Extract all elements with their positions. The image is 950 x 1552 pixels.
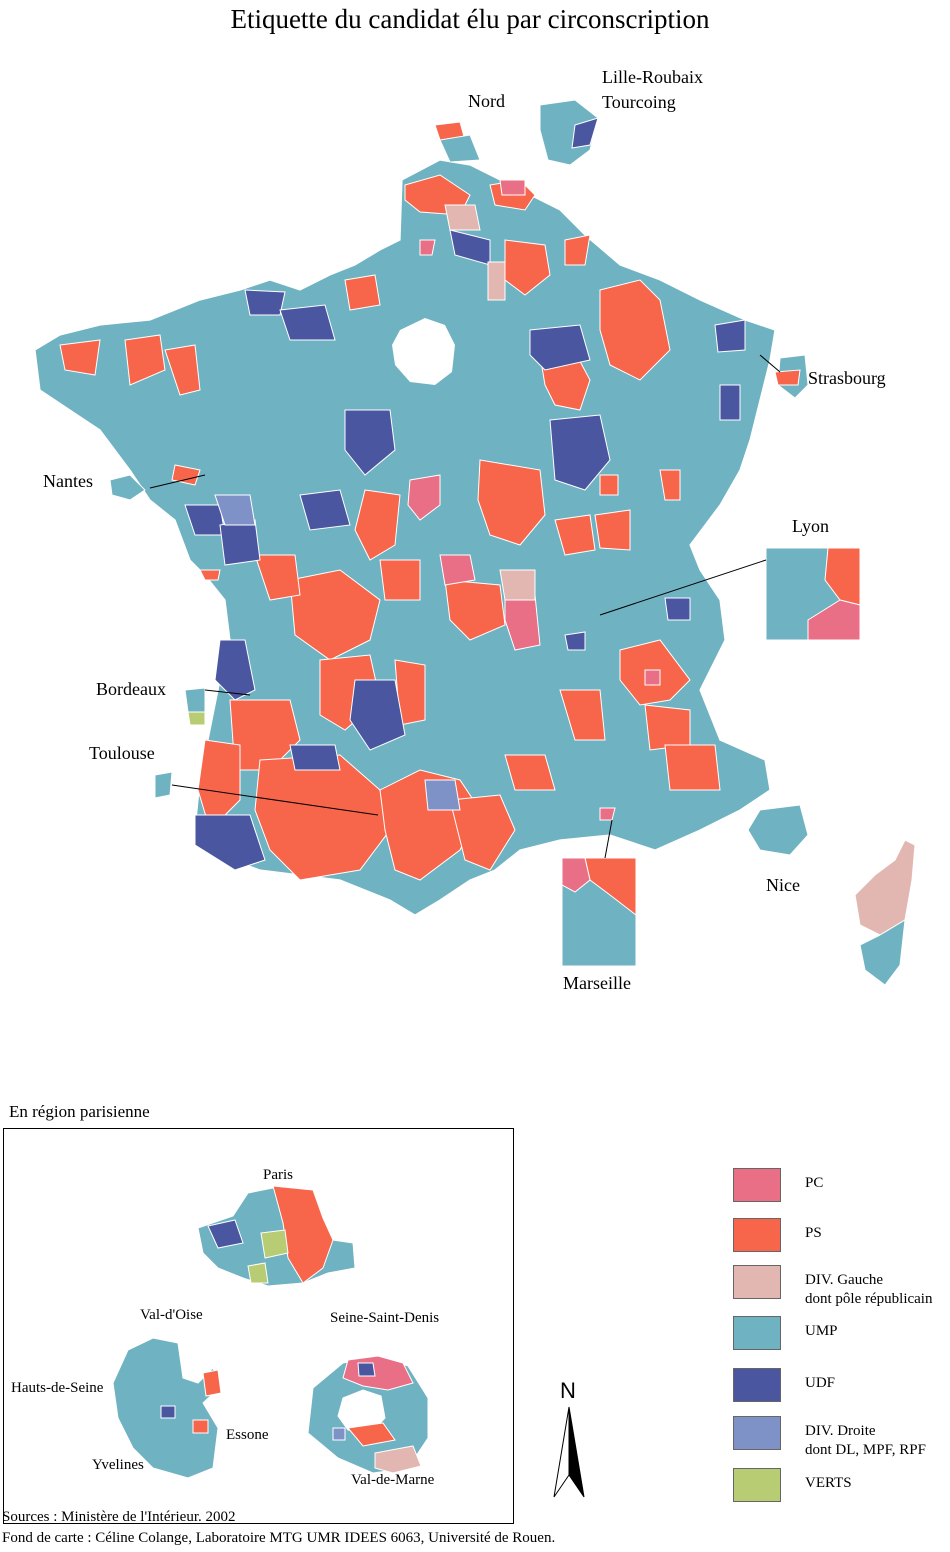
divg-regions	[444, 204, 536, 601]
label-lyon: Lyon	[792, 516, 830, 536]
map-title: Etiquette du candidat élu par circonscri…	[230, 4, 710, 34]
legend-label-pc: PC	[805, 1175, 824, 1191]
inset-label-val-oise: Val-d'Oise	[140, 1307, 203, 1323]
label-bordeaux: Bordeaux	[96, 679, 166, 699]
label-tourcoing: Tourcoing	[602, 92, 676, 112]
inset-label-hauts-de-seine: Hauts-de-Seine	[11, 1380, 104, 1396]
legend-swatch-divg	[733, 1265, 781, 1299]
label-nantes: Nantes	[43, 471, 93, 491]
east-udf	[357, 1362, 376, 1377]
north-arrow-label: N	[560, 1378, 576, 1403]
legend-swatch-ps	[733, 1218, 781, 1252]
east-divg	[374, 1445, 422, 1474]
inset-label-val-de-marne: Val-de-Marne	[351, 1472, 435, 1488]
nord-piece	[439, 134, 481, 163]
paris-verts1	[260, 1229, 289, 1259]
corsica-divg	[854, 839, 916, 936]
paris-region-map	[112, 1185, 429, 1479]
ps-regions	[59, 174, 721, 881]
label-toulouse: Toulouse	[89, 743, 155, 763]
legend-swatch-pc	[733, 1168, 781, 1202]
lille-udf	[571, 117, 599, 149]
legend-label-divd: DIV. Droite dont DL, MPF, RPF	[805, 1422, 926, 1460]
udf-regions	[184, 229, 746, 871]
toulouse-inset	[154, 771, 173, 799]
legend-label-divg: DIV. Gauche dont pôle républicain	[805, 1271, 932, 1309]
inset-label-seine-saint-denis: Seine-Saint-Denis	[330, 1310, 440, 1326]
paris-region-inset	[3, 1128, 514, 1524]
corsica-ump	[859, 919, 906, 986]
pc-regions	[407, 179, 661, 821]
divd-regions	[214, 494, 461, 811]
west-ps2	[192, 1419, 209, 1434]
inset-heading: En région parisienne	[9, 1102, 150, 1121]
nice-inset	[747, 804, 809, 856]
inset-label-yvelines: Yvelines	[92, 1457, 144, 1473]
legend-swatch-udf	[733, 1368, 781, 1402]
label-marseille: Marseille	[563, 973, 631, 993]
paris-udf	[207, 1219, 244, 1249]
sources-line-2: Fond de carte : Céline Colange, Laborato…	[2, 1530, 556, 1546]
west-udf	[160, 1405, 176, 1419]
north-arrow-icon	[553, 1406, 585, 1498]
bordeaux-inset	[184, 687, 206, 713]
legend-label-divg-1: DIV. Gauche	[805, 1272, 884, 1288]
legend-swatch-divd	[733, 1416, 781, 1450]
legend-label-ump: UMP	[805, 1323, 838, 1339]
lyon-pc	[807, 599, 861, 641]
legend-label-divg-2: dont pôle républicain	[805, 1291, 933, 1307]
marseille-pc	[561, 857, 591, 893]
paris-verts2	[247, 1262, 269, 1284]
east-divd	[332, 1427, 346, 1441]
legend-swatch-verts	[733, 1468, 781, 1502]
east-ps	[347, 1422, 396, 1447]
lille-inset	[539, 99, 599, 166]
legend-label-udf: UDF	[805, 1375, 836, 1391]
legend-label-divd-2: dont DL, MPF, RPF	[805, 1442, 926, 1458]
legend-swatch-ump	[733, 1316, 781, 1350]
legend-label-divd-1: DIV. Droite	[805, 1423, 876, 1439]
nantes-inset	[109, 474, 146, 501]
strasbourg-ps	[774, 369, 801, 386]
inset-label-essone: Essone	[226, 1427, 269, 1443]
label-lille: Lille-Roubaix	[602, 67, 703, 87]
west-ps	[202, 1369, 222, 1397]
france-map	[34, 99, 916, 986]
paris-hole	[392, 318, 455, 385]
legend-label-ps: PS	[805, 1225, 822, 1241]
bordeaux-verts	[187, 711, 206, 726]
legend-label-verts: VERTS	[805, 1475, 852, 1491]
inset-label-paris: Paris	[263, 1167, 293, 1183]
sources-line-1: Sources : Ministère de l'Intérieur. 2002	[2, 1509, 236, 1525]
label-strasbourg: Strasbourg	[808, 368, 886, 388]
label-nice: Nice	[766, 875, 800, 895]
label-nord: Nord	[468, 91, 505, 111]
